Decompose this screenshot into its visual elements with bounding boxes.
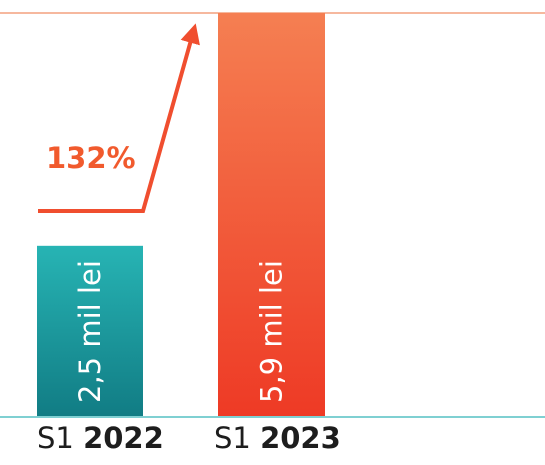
growth-annotation: 132% xyxy=(46,141,136,175)
category-prefix: S1 xyxy=(37,421,74,455)
category-prefix: S1 xyxy=(214,421,251,455)
category-label-s1-2023: S1 2023 xyxy=(214,424,341,453)
bar-s1-2023 xyxy=(218,13,325,417)
bar-data-label-2023: 5,9 mil lei xyxy=(255,260,289,403)
category-year: 2022 xyxy=(83,421,164,455)
category-label-s1-2022: S1 2022 xyxy=(37,424,164,453)
growth-arrow xyxy=(38,23,200,213)
category-year: 2023 xyxy=(260,421,341,455)
bar-s1-2022 xyxy=(37,245,143,417)
bar-data-label-2022: 2,5 mil lei xyxy=(73,260,107,403)
